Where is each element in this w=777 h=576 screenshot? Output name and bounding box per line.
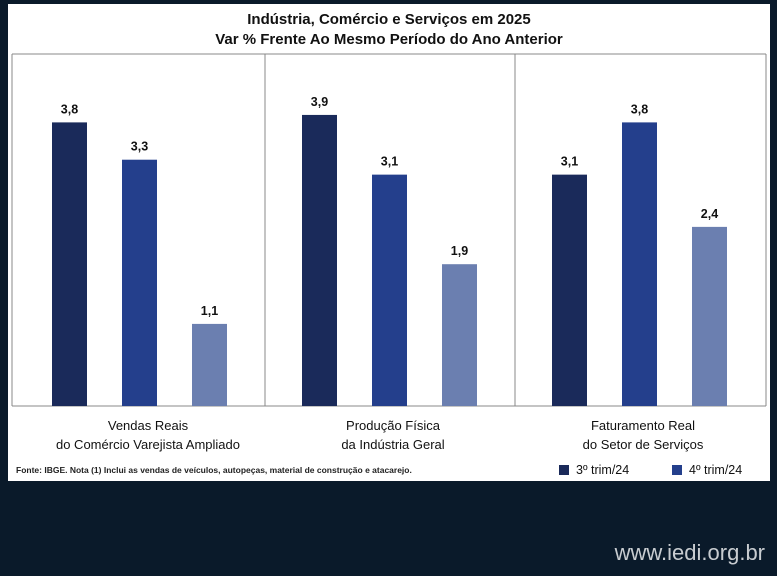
bar-1-1 bbox=[52, 122, 87, 406]
category-label-2-line1: Produção Física bbox=[346, 418, 440, 433]
legend-label-2: 4º trim/24 bbox=[689, 463, 743, 477]
bar-3-2 bbox=[622, 122, 657, 406]
category-label-3-line2: do Setor de Serviços bbox=[582, 437, 704, 452]
chart-card: 3,8 3,3 1,1 3,9 3,1 1,9 3,1 3,8 2,4 Indústria, C… bbox=[8, 4, 770, 481]
source-note: Fonte: IBGE. Nota (1) Inclui as vendas d… bbox=[16, 465, 412, 475]
data-label-1-2: 3,3 bbox=[131, 140, 148, 154]
category-label-1: Vendas Reais do Comércio Varejista Ampli… bbox=[28, 416, 268, 454]
chart-title: Indústria, Comércio e Serviços em 2025 V… bbox=[8, 10, 770, 50]
category-label-1-line2: do Comércio Varejista Ampliado bbox=[55, 437, 240, 452]
chart-title-line1: Indústria, Comércio e Serviços em 2025 bbox=[247, 11, 531, 28]
category-label-1-line1: Vendas Reais bbox=[107, 418, 189, 433]
bar-2-3 bbox=[442, 264, 477, 406]
bar-1-3 bbox=[192, 323, 227, 406]
category-label-3: Faturamento Real do Setor de Serviços bbox=[523, 416, 763, 454]
bar-chart: 3,8 3,3 1,1 3,9 3,1 1,9 3,1 3,8 2,4 bbox=[11, 53, 767, 407]
category-label-2-line2: da Indústria Geral bbox=[341, 437, 445, 452]
legend-label-1: 3º trim/24 bbox=[576, 463, 630, 477]
data-label-2-1: 3,9 bbox=[311, 95, 328, 109]
data-label-3-1: 3,1 bbox=[561, 155, 578, 169]
data-label-3-2: 3,8 bbox=[631, 102, 648, 116]
data-label-3-3: 2,4 bbox=[701, 207, 718, 221]
bar-2-1 bbox=[302, 114, 337, 407]
bar-1-2 bbox=[122, 159, 157, 406]
chart-title-line2: Var % Frente Ao Mesmo Período do Ano Ant… bbox=[215, 31, 563, 48]
bar-3-3 bbox=[692, 226, 727, 406]
watermark: www.iedi.org.br bbox=[614, 540, 765, 565]
legend-swatch-2 bbox=[672, 465, 682, 475]
category-label-3-line1: Faturamento Real bbox=[590, 418, 696, 433]
data-label-1-1: 3,8 bbox=[61, 102, 78, 116]
data-label-2-3: 1,9 bbox=[451, 244, 468, 258]
legend-item-2: 4º trim/24 bbox=[672, 463, 742, 477]
category-label-2: Produção Física da Indústria Geral bbox=[273, 416, 513, 454]
legend-item-1: 3º trim/24 bbox=[559, 463, 629, 477]
bar-2-2 bbox=[372, 174, 407, 406]
bar-3-1 bbox=[552, 174, 587, 406]
data-label-1-3: 1,1 bbox=[201, 304, 218, 318]
legend-swatch-1 bbox=[559, 465, 569, 475]
data-label-2-2: 3,1 bbox=[381, 155, 398, 169]
